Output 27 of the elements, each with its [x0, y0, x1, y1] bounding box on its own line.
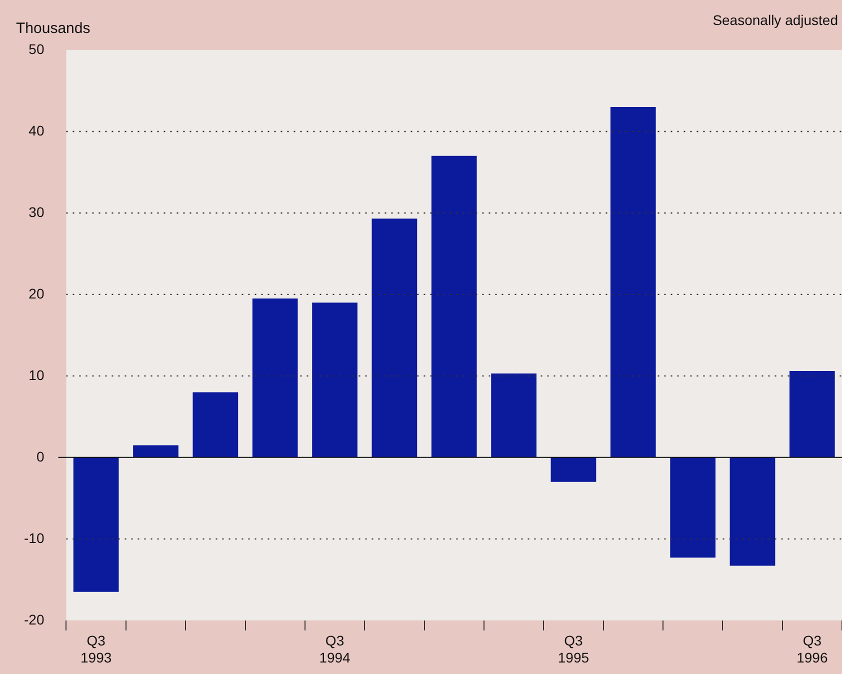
- bar: [670, 457, 716, 558]
- y-tick-label: -20: [24, 611, 44, 628]
- bar: [730, 457, 776, 566]
- y-tick-label: 20: [28, 285, 44, 302]
- bar: [372, 218, 418, 458]
- bar: [610, 107, 656, 458]
- bar: [312, 302, 358, 458]
- bar: [133, 445, 178, 458]
- y-tick-label: -10: [24, 530, 44, 546]
- y-tick-label: 0: [36, 448, 44, 464]
- y-tick-label: 40: [28, 122, 44, 138]
- bar: [431, 156, 477, 458]
- x-tick-label: Q3 1995: [558, 632, 590, 666]
- y-tick-label: 10: [28, 366, 44, 383]
- bar: [73, 457, 119, 592]
- y-tick-label: 50: [28, 40, 44, 57]
- x-tick-label: Q3 1994: [319, 632, 351, 666]
- y-tick-label: 30: [28, 204, 44, 220]
- x-tick-label: Q3 1996: [796, 632, 828, 666]
- x-tick-label: Q3 1993: [80, 632, 112, 666]
- bar: [252, 298, 298, 458]
- bar: [491, 374, 536, 458]
- bar: [192, 392, 238, 458]
- bar: [550, 457, 596, 482]
- y-axis-title: Thousands: [16, 20, 90, 37]
- bar: [789, 371, 835, 458]
- chart-subtitle: Seasonally adjusted: [712, 12, 838, 28]
